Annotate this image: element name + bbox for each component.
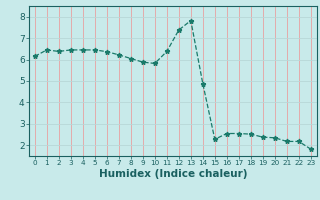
X-axis label: Humidex (Indice chaleur): Humidex (Indice chaleur) bbox=[99, 169, 247, 179]
